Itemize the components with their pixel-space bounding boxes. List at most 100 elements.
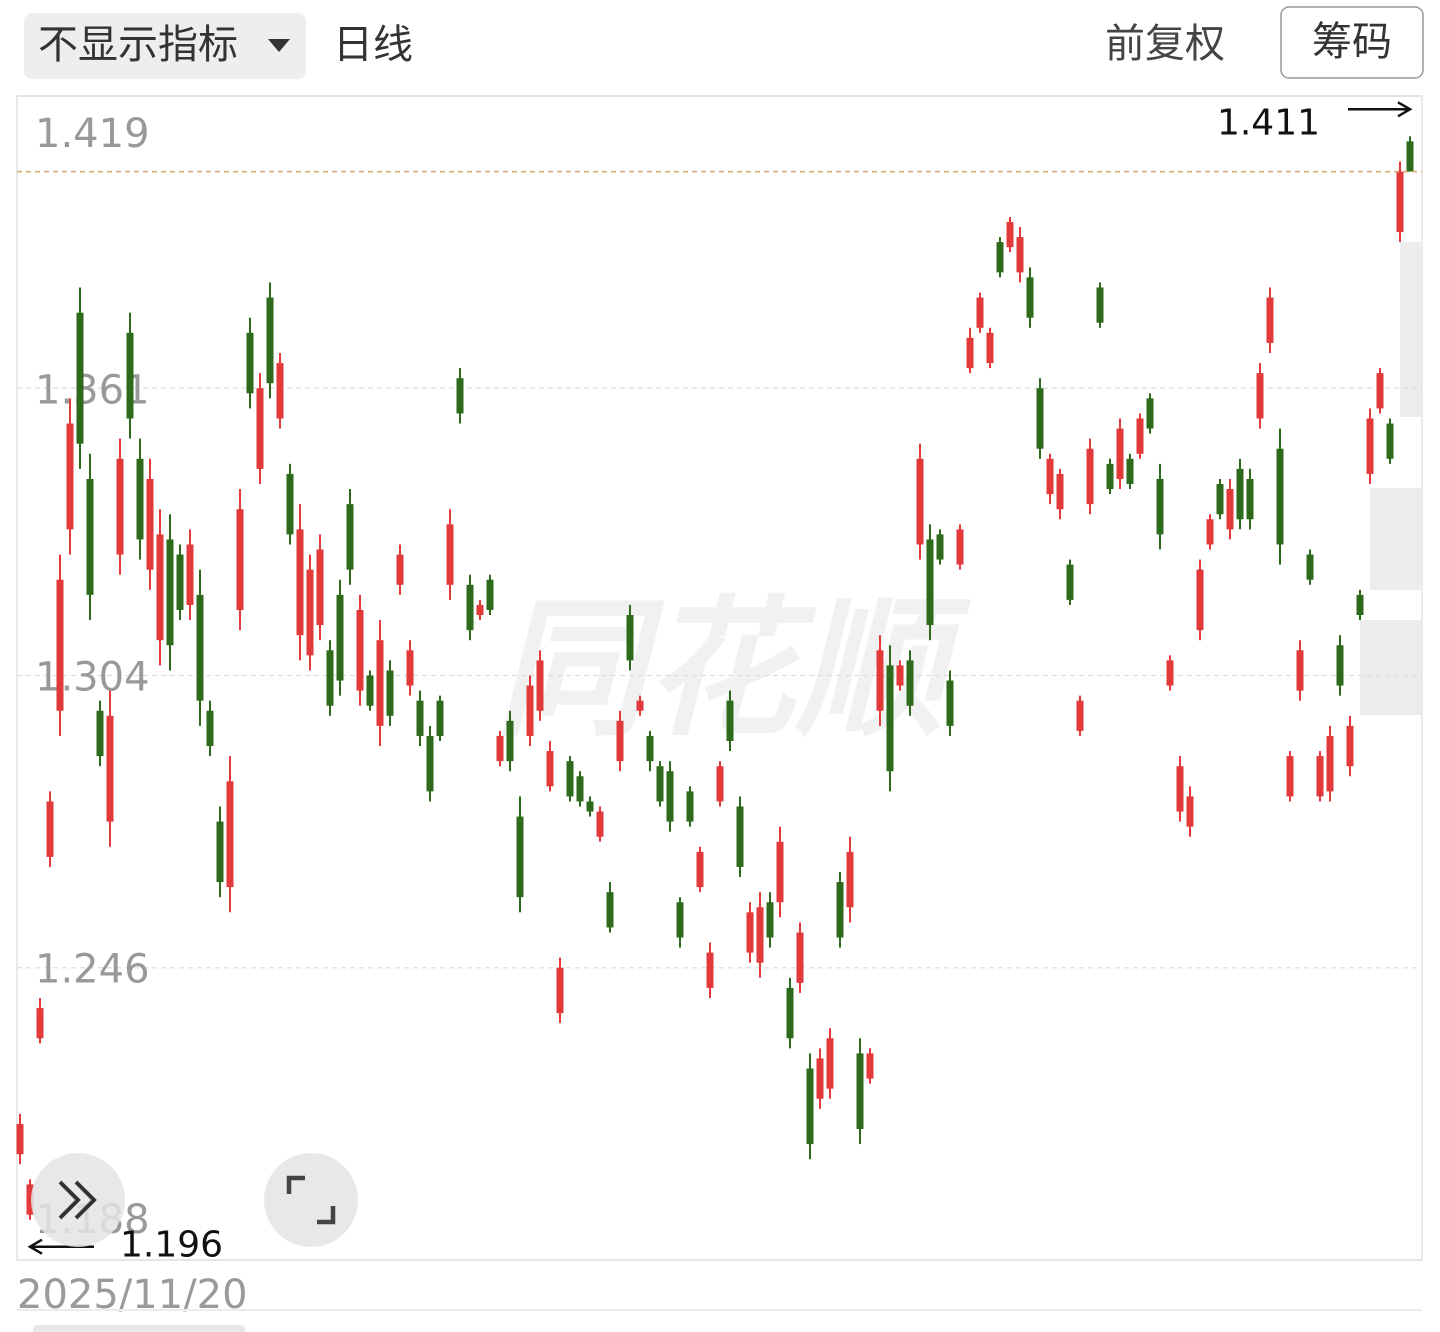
candle-body: [746, 912, 754, 953]
candle-body: [1186, 796, 1194, 827]
candle-body: [1316, 756, 1324, 797]
double-arrow-icon: [58, 1180, 97, 1220]
candle-body: [1306, 554, 1314, 580]
candle-body: [716, 766, 724, 802]
candle-body: [1206, 519, 1214, 545]
candle-body: [96, 710, 104, 757]
candle-body: [916, 458, 924, 545]
candle-body: [696, 851, 704, 888]
candle-body: [86, 478, 94, 595]
candle-body: [786, 987, 794, 1039]
adjust-label[interactable]: 前复权: [1105, 21, 1225, 67]
candle-body: [36, 1008, 44, 1039]
candle-body: [1146, 398, 1154, 429]
candle-body: [826, 1038, 834, 1089]
candle-body: [1406, 141, 1414, 172]
candle-body: [216, 821, 224, 883]
candle-body: [1156, 478, 1164, 535]
candle-body: [676, 902, 684, 938]
candle-body: [1026, 277, 1034, 318]
chips-button[interactable]: [1280, 6, 1424, 79]
candles: [16, 136, 1414, 1220]
candle-body: [1006, 221, 1014, 248]
candle-body: [146, 478, 154, 570]
candle-body: [316, 549, 324, 626]
candle-body: [1276, 448, 1284, 545]
chip-band: [1400, 242, 1422, 417]
candle-body: [1086, 448, 1094, 505]
annotations: 1.411 1.196: [17, 101, 1422, 1266]
candle-body: [336, 594, 344, 681]
candle-body: [66, 423, 74, 530]
candle-body: [426, 735, 434, 792]
candle-body: [1326, 735, 1334, 792]
indicator-dropdown[interactable]: [24, 13, 306, 79]
candle-body: [736, 806, 744, 867]
candle-body: [966, 337, 974, 369]
candle-body: [1256, 373, 1264, 419]
candle-body: [496, 735, 504, 762]
candle-body: [1136, 418, 1144, 454]
candle-body: [116, 458, 124, 555]
max-label: 1.411: [1217, 102, 1320, 143]
candle-body: [936, 534, 944, 560]
candle-body: [986, 332, 994, 364]
max-arrow: [1348, 101, 1413, 118]
candle-body: [256, 388, 264, 469]
fullscreen-button[interactable]: [264, 1153, 358, 1247]
candle-body: [566, 761, 574, 797]
candle-body: [776, 841, 784, 903]
candle-body: [1056, 473, 1064, 510]
candle-body: [296, 529, 304, 636]
candle-body: [846, 851, 854, 908]
chips-label: 筹码: [1312, 19, 1392, 65]
candle-body: [246, 332, 254, 394]
candle-body: [276, 363, 284, 419]
candle-body: [1106, 463, 1114, 490]
candle-body: [1236, 468, 1244, 520]
candle-body: [466, 584, 474, 631]
candle-body: [416, 700, 424, 736]
y-tick-label: 1.419: [35, 111, 150, 157]
candle-body: [956, 529, 964, 565]
candle-body: [176, 554, 184, 610]
candle-body: [106, 715, 114, 822]
candle-body: [1096, 287, 1104, 323]
candle-body: [1246, 478, 1254, 520]
candle-body: [1356, 594, 1364, 616]
candle-body: [346, 504, 354, 570]
candle-body: [266, 297, 274, 384]
min-label: 1.196: [120, 1225, 223, 1266]
candle-body: [196, 594, 204, 701]
candle-body: [16, 1123, 24, 1155]
candle-body: [136, 458, 144, 540]
candle-body: [586, 801, 594, 812]
y-tick-label: 1.246: [35, 947, 150, 993]
candle-body: [906, 660, 914, 706]
candle-body: [1216, 484, 1224, 515]
candle-body: [706, 952, 714, 988]
candle-body: [766, 902, 774, 938]
candle-body: [26, 1184, 34, 1215]
candle-body: [1126, 458, 1134, 484]
scroll-thumb: [33, 1325, 245, 1332]
period-label[interactable]: 日线: [333, 22, 413, 68]
candle-body: [126, 332, 134, 419]
candle-body: [446, 524, 454, 585]
candle-body: [186, 544, 194, 605]
candle-body: [506, 720, 514, 762]
x-tick-label: 2025/11/20: [17, 1272, 248, 1318]
candle-body: [396, 554, 404, 585]
candle-body: [726, 700, 734, 741]
candle-body: [886, 665, 894, 772]
candle-body: [1046, 458, 1054, 495]
candle-body: [376, 640, 384, 726]
candle-body: [896, 665, 904, 686]
fullscreen-icon: [286, 1175, 336, 1225]
candle-body: [356, 609, 364, 691]
candle-body: [836, 882, 844, 938]
candle-body: [806, 1068, 814, 1145]
candle-body: [306, 569, 314, 656]
